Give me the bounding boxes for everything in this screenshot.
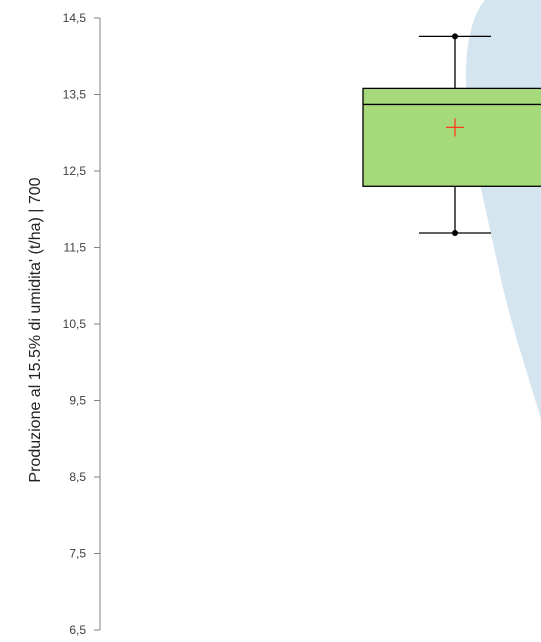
iqr-box — [362, 87, 541, 187]
y-axis-title: Produzione al 15.5% di umidita' (t/ha) |… — [27, 177, 44, 482]
y-tick-label: 14,5 — [63, 11, 87, 25]
boxplot — [362, 33, 541, 236]
y-tick-label: 11,5 — [64, 241, 87, 255]
y-tick-label: 9,5 — [69, 394, 86, 408]
y-tick-label: 8,5 — [69, 470, 86, 484]
y-tick-label: 6,5 — [69, 623, 86, 637]
y-axis-ticks: 6,5 7,5 8,5 9,5 10,5 11,5 12,5 13,5 14,5 — [63, 11, 100, 637]
violin-shape — [465, 0, 541, 420]
max-point — [452, 33, 458, 40]
y-tick-label: 7,5 — [69, 547, 86, 561]
y-tick-label: 12,5 — [63, 164, 87, 178]
y-tick-label: 10,5 — [63, 317, 87, 331]
violin-background-layer — [465, 0, 541, 420]
min-point — [452, 229, 458, 236]
y-tick-label: 13,5 — [63, 88, 87, 102]
